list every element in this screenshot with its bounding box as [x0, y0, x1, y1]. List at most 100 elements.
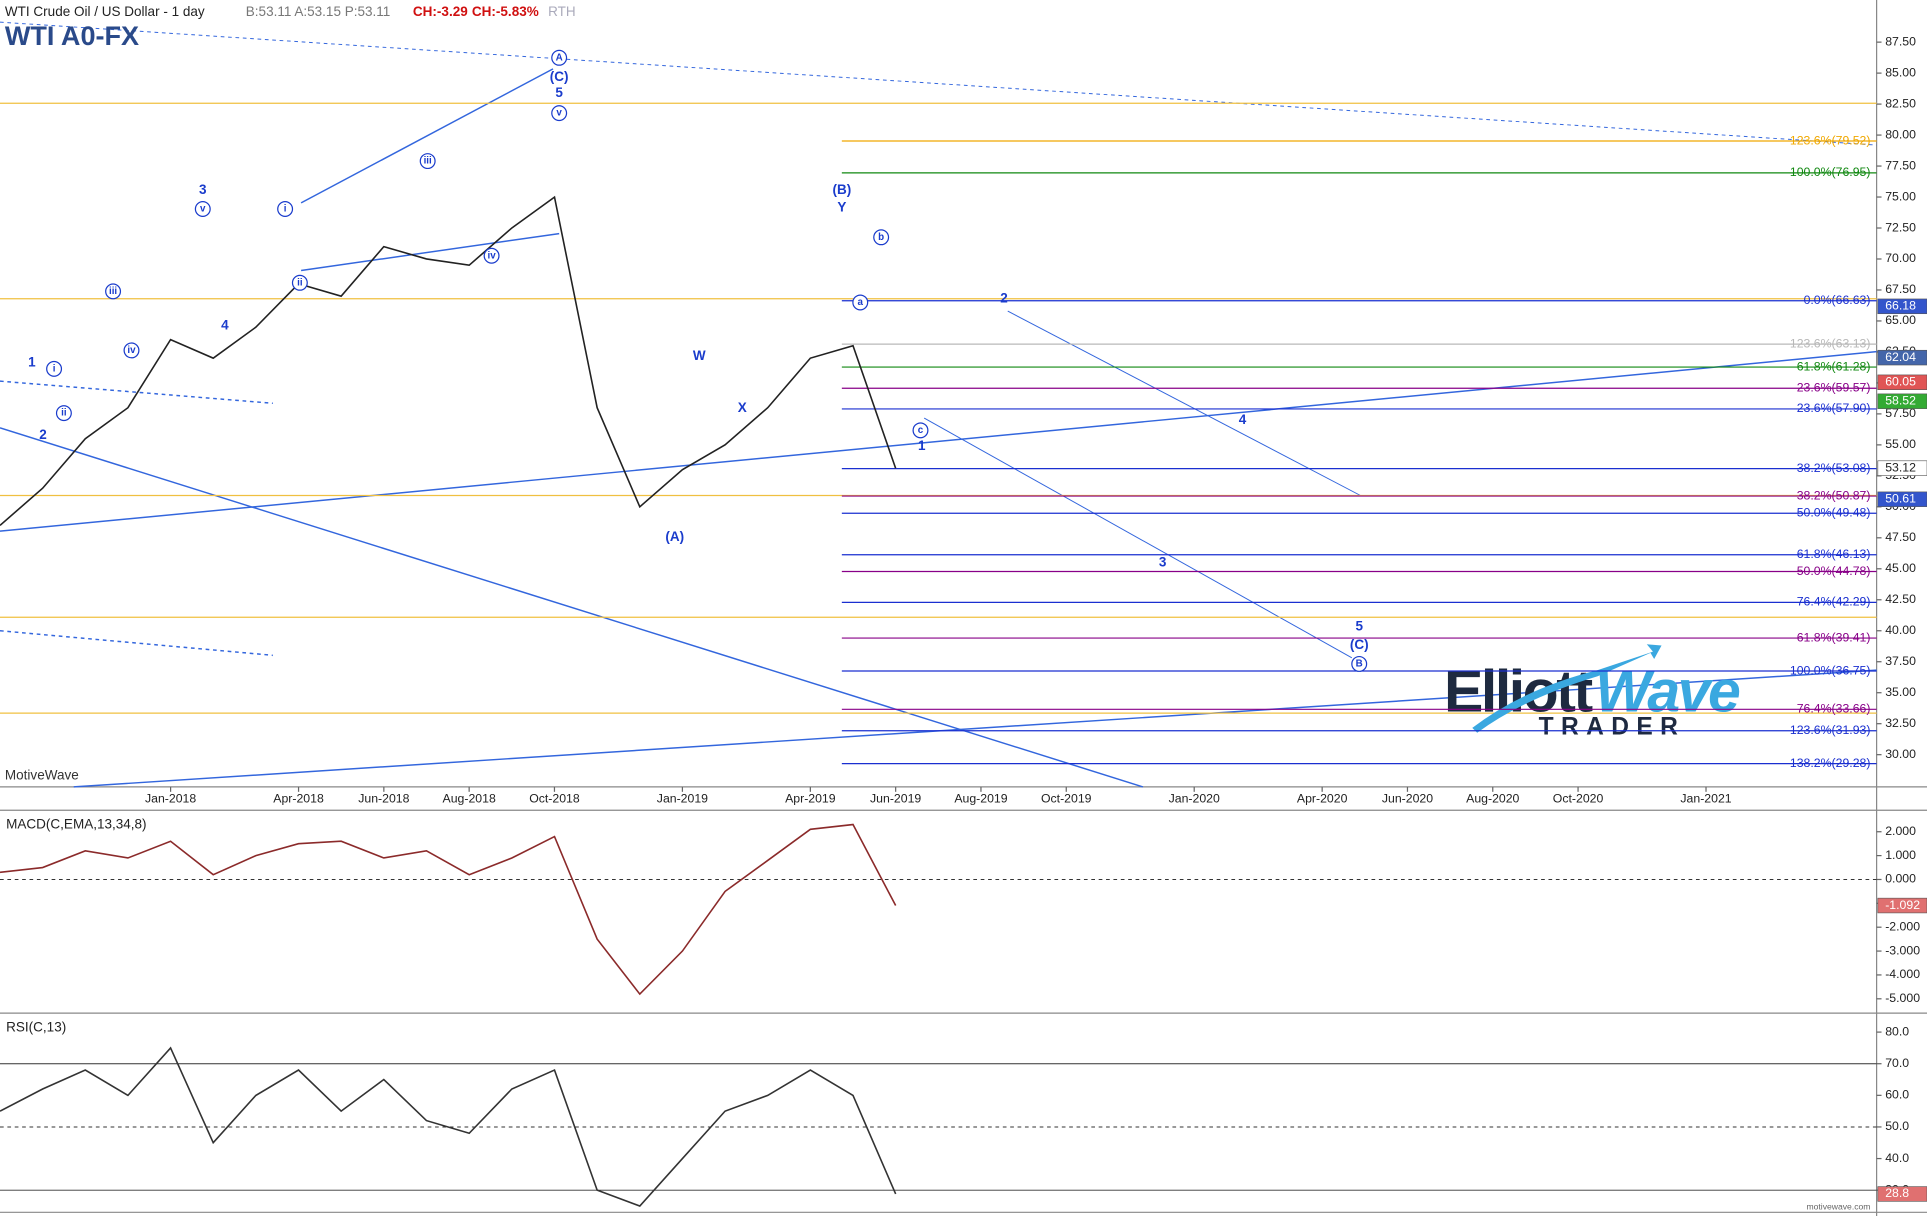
y-tick-label: 70.00 — [1885, 251, 1916, 265]
y-tick-label: 85.00 — [1885, 65, 1916, 79]
y-tick-label: 35.00 — [1885, 685, 1916, 699]
fib-label: 50.0%(44.78) — [1797, 564, 1871, 578]
fib-label: 23.6%(59.57) — [1797, 380, 1871, 394]
trend-line — [300, 232, 560, 272]
fib-label: 61.8%(61.28) — [1797, 359, 1871, 373]
x-tick-label: Aug-2019 — [954, 791, 1007, 805]
wave-circle — [483, 247, 500, 264]
price-tag-label: 60.05 — [1885, 375, 1916, 389]
wave-label: i — [53, 363, 56, 374]
y-tick-label: 57.50 — [1885, 406, 1916, 420]
wave-circle — [46, 360, 63, 377]
x-tick-label: Jan-2018 — [145, 791, 196, 805]
y-tick-label: 32.50 — [1885, 716, 1916, 730]
wave-circle — [1351, 655, 1368, 672]
wave-circle — [194, 201, 211, 218]
fib-label: 38.2%(50.87) — [1797, 488, 1871, 502]
wave-label: iii — [424, 156, 432, 167]
price-tag-label: 50.61 — [1885, 492, 1916, 506]
wave-label: v — [556, 108, 562, 119]
fib-label: 100.0%(36.75) — [1790, 663, 1871, 677]
wave-circle — [551, 49, 568, 66]
wave-label: iv — [127, 345, 136, 356]
wave-label: c — [918, 425, 924, 436]
price-tag-label: 62.04 — [1885, 350, 1916, 364]
fib-label: 38.2%(53.08) — [1797, 461, 1871, 475]
logo-brand: Elliott — [1444, 658, 1592, 724]
wave-label: iii — [109, 286, 117, 297]
y-tick-label: 47.50 — [1885, 530, 1916, 544]
wave-label: 2 — [1000, 290, 1008, 305]
y-tick-label: 72.50 — [1885, 220, 1916, 234]
wave-label: X — [738, 400, 747, 415]
wave-label: 1 — [918, 438, 926, 453]
quote: B:53.11 A:53.15 P:53.11 — [246, 4, 391, 19]
wave-label: b — [878, 232, 884, 243]
wave-circle — [873, 229, 890, 246]
price-tag-label: 53.12 — [1885, 460, 1916, 474]
x-tick-label: Aug-2020 — [1466, 791, 1519, 805]
wave-label: a — [858, 297, 864, 308]
fib-label: 61.8%(46.13) — [1797, 547, 1871, 561]
wave-label: (C) — [1350, 637, 1369, 652]
y-tick-label: 42.50 — [1885, 592, 1916, 606]
trend-line — [73, 669, 1877, 788]
wave-circle — [291, 274, 308, 291]
y-tick-label: 87.50 — [1885, 34, 1916, 48]
x-tick-label: Jun-2018 — [358, 791, 409, 805]
wave-label: ii — [61, 408, 67, 419]
y-tick-label: -2.000 — [1885, 919, 1920, 933]
x-tick-label: Jun-2020 — [1382, 791, 1433, 805]
x-tick-label: Jan-2021 — [1680, 791, 1731, 805]
x-tick-label: Apr-2020 — [1297, 791, 1348, 805]
trend-line — [300, 68, 554, 204]
x-tick-label: Jan-2020 — [1169, 791, 1220, 805]
session: RTH — [548, 4, 576, 19]
x-tick-label: Aug-2018 — [443, 791, 496, 805]
y-tick-label: 30.00 — [1885, 747, 1916, 761]
y-tick-label: 37.50 — [1885, 654, 1916, 668]
y-tick-label: 0.000 — [1885, 872, 1916, 886]
wave-label: 4 — [1239, 412, 1247, 427]
y-tick-label: -5.000 — [1885, 991, 1920, 1005]
trend-lines — [0, 21, 1877, 788]
fib-label: 50.0%(49.48) — [1797, 506, 1871, 520]
wave-label: ii — [297, 277, 303, 288]
x-tick-label: Jan-2019 — [657, 791, 708, 805]
trend-line — [0, 427, 1144, 788]
fib-label: 123.6%(79.52) — [1790, 133, 1871, 147]
price-tag-label: 66.18 — [1885, 299, 1916, 313]
wave-label: 2 — [39, 427, 47, 442]
y-tick-label: 70.0 — [1885, 1056, 1909, 1070]
trend-line — [1007, 310, 1361, 496]
fib-label: 76.4%(42.29) — [1797, 595, 1871, 609]
wave-label: 5 — [555, 85, 563, 100]
watermark: MotiveWave — [5, 767, 79, 782]
y-tick-label: 75.00 — [1885, 189, 1916, 203]
wave-circle — [105, 283, 122, 300]
wave-label: 3 — [1159, 555, 1167, 570]
trend-line — [0, 380, 273, 405]
fib-label: 138.2%(29.28) — [1790, 756, 1871, 770]
price-tag-label: 58.52 — [1885, 394, 1916, 408]
wave-label: i — [284, 204, 287, 215]
panel-title: MACD(C,EMA,13,34,8) — [6, 817, 146, 832]
series-line — [0, 1046, 897, 1207]
series-line — [0, 195, 897, 526]
y-tick-label: 65.00 — [1885, 313, 1916, 327]
y-tick-label: 50.0 — [1885, 1119, 1909, 1133]
y-tick-label: 55.00 — [1885, 437, 1916, 451]
x-tick-label: Oct-2020 — [1553, 791, 1604, 805]
wave-circle — [551, 105, 568, 122]
y-tick-label: 2.000 — [1885, 824, 1916, 838]
y-tick-label: 80.00 — [1885, 127, 1916, 141]
price-tag-label: -1.092 — [1885, 898, 1920, 912]
fib-label: 100.0%(76.95) — [1790, 165, 1871, 179]
y-tick-label: 60.0 — [1885, 1088, 1909, 1102]
fib-label: 123.6%(63.13) — [1790, 336, 1871, 350]
wave-label: 1 — [28, 354, 36, 369]
wave-label: B — [1356, 659, 1363, 670]
logo-brand: Wave — [1595, 658, 1740, 724]
